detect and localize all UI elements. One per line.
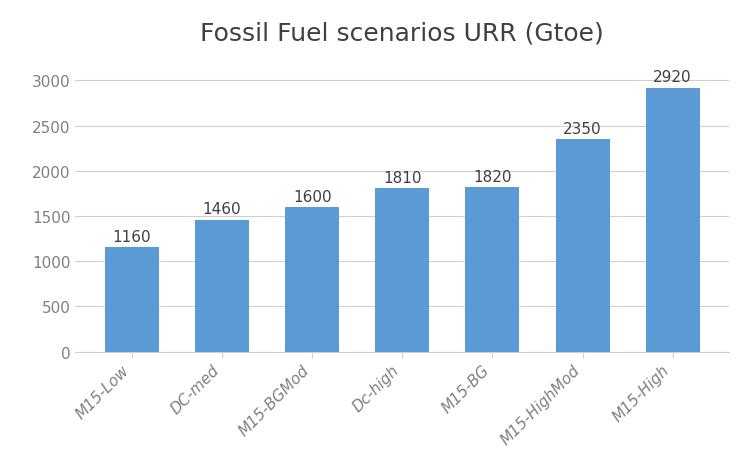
Title: Fossil Fuel scenarios URR (Gtoe): Fossil Fuel scenarios URR (Gtoe) xyxy=(201,21,604,45)
Text: 1460: 1460 xyxy=(203,202,241,217)
Bar xyxy=(556,140,610,352)
Bar xyxy=(375,189,429,352)
Text: 1600: 1600 xyxy=(293,189,332,204)
Bar xyxy=(105,247,159,352)
Bar xyxy=(646,88,699,352)
Text: 2920: 2920 xyxy=(653,70,692,85)
Bar xyxy=(195,220,249,352)
Bar xyxy=(285,207,339,352)
Text: 1820: 1820 xyxy=(473,170,511,184)
Bar xyxy=(465,188,520,352)
Text: 1160: 1160 xyxy=(113,229,151,244)
Text: 1810: 1810 xyxy=(383,170,422,185)
Text: 2350: 2350 xyxy=(563,122,602,137)
